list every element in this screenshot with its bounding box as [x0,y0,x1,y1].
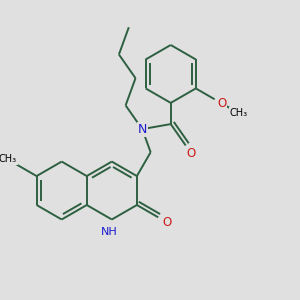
Text: N: N [137,123,147,136]
Text: CH₃: CH₃ [230,108,247,118]
Text: CH₃: CH₃ [0,154,17,164]
Text: NH: NH [100,226,117,237]
Text: O: O [187,147,196,160]
Text: O: O [162,216,172,229]
Text: O: O [217,97,226,110]
